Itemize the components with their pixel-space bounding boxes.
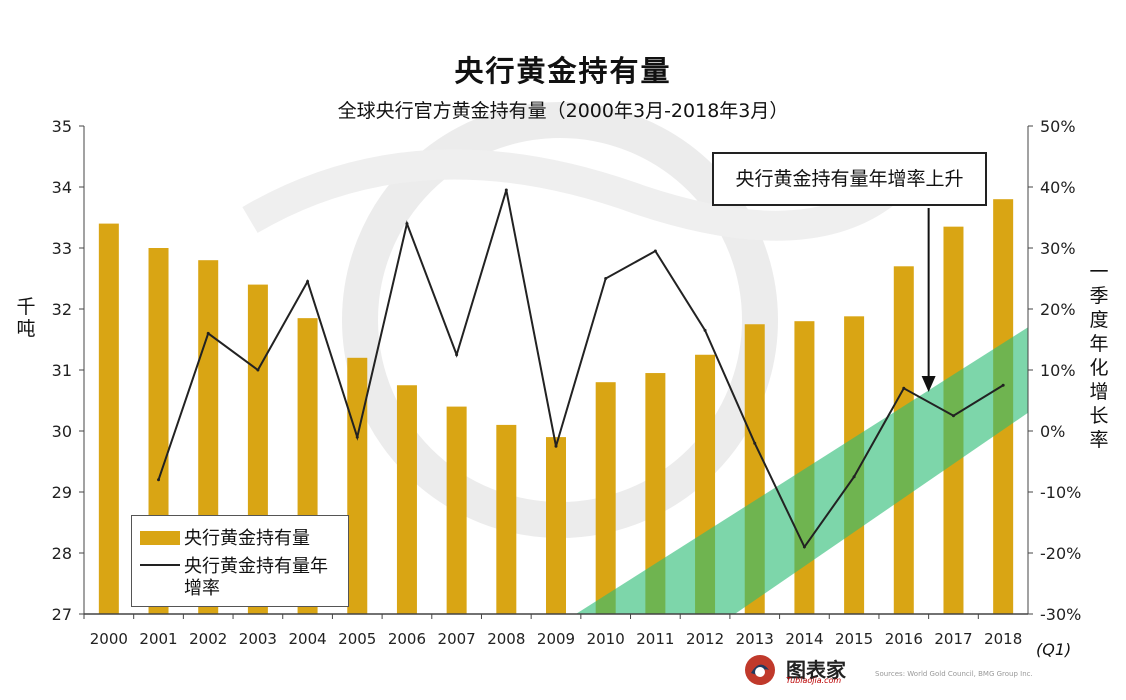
y-tick-label-left: 30 [52, 422, 72, 441]
line-point [902, 386, 906, 390]
bar [645, 373, 666, 614]
x-tick-label: 2008 [487, 630, 525, 648]
line-point [306, 280, 310, 284]
growth-line [157, 189, 1004, 549]
legend-swatch-line [140, 564, 180, 566]
bar [496, 424, 517, 614]
x-tick-label: 2006 [388, 630, 426, 648]
axes: 27 28 29 30 31 32 33 34 35 -30% -20% -10% 0% 10% 20% 30… [52, 117, 1082, 648]
y-tick-label-right: -10% [1040, 483, 1081, 502]
line-point [604, 277, 608, 280]
x-tick-label: 2015 [835, 630, 873, 648]
x-tick-label: 2018 [984, 630, 1022, 648]
y-tick-label-right: 10% [1040, 361, 1076, 380]
line-point [206, 331, 210, 335]
bar [546, 437, 566, 614]
line-point [256, 368, 260, 372]
legend-label-line: 央行黄金持有量年增率 [184, 556, 328, 599]
line-point [703, 328, 707, 332]
x-tick-label: 2007 [438, 630, 476, 648]
line-point [852, 475, 856, 479]
line-point [951, 414, 955, 418]
line-point [1001, 383, 1005, 387]
x-tick-label: 2002 [189, 630, 227, 648]
line-series [157, 188, 1005, 549]
bar [595, 382, 616, 614]
y-tick-label-right: 40% [1040, 178, 1076, 197]
x-axis-suffix: (Q1) [1036, 640, 1072, 659]
line-point [405, 222, 409, 226]
line-point [653, 249, 657, 253]
y-tick-label-left: 31 [52, 361, 72, 380]
y-tick-label-left: 29 [52, 483, 72, 502]
x-tick-label: 2010 [587, 630, 625, 648]
x-tick-label: 2017 [934, 630, 972, 648]
line-point [455, 353, 459, 357]
y-tick-label-left: 32 [52, 300, 72, 319]
bar [446, 406, 467, 614]
x-tick-label: 2000 [90, 630, 128, 648]
brand-name: 图表家 [786, 658, 846, 682]
x-tick-label: 2004 [288, 630, 326, 648]
line-point [753, 441, 757, 445]
line-point [504, 188, 508, 192]
brand-logo-icon [745, 655, 775, 685]
x-tick-label: 2009 [537, 630, 575, 648]
y-tick-label-left: 35 [52, 117, 72, 136]
line-point [355, 435, 359, 439]
x-tick-label: 2014 [785, 630, 823, 648]
x-tick-label: 2016 [885, 630, 923, 648]
line-point [157, 478, 161, 482]
brand-url: Tubiaojia.com [786, 676, 842, 685]
y-axis-label-right: 一季度年化增长率 [1089, 261, 1109, 451]
bar [98, 223, 119, 614]
brand: 图表家 Tubiaojia.com [742, 652, 942, 688]
y-tick-label-left: 34 [52, 178, 72, 197]
line-point [802, 545, 806, 549]
legend-swatch-bars [140, 531, 180, 545]
x-tick-label: 2011 [636, 630, 674, 648]
y-tick-label-right: 50% [1040, 117, 1076, 136]
y-tick-label-right: -30% [1040, 605, 1081, 624]
source-note: Sources: World Gold Council, BMG Group I… [875, 670, 1033, 678]
watermark-swoosh [242, 149, 911, 241]
x-tick-label: 2012 [686, 630, 724, 648]
legend: 央行黄金持有量 央行黄金持有量年增率 [131, 515, 349, 607]
y-tick-label-right: 30% [1040, 239, 1076, 258]
chart-subtitle: 全球央行官方黄金持有量（2000年3月-2018年3月） [337, 100, 789, 122]
line-point [554, 444, 558, 448]
callout-arrow [921, 208, 936, 392]
y-tick-label-left: 28 [52, 544, 72, 563]
y-axis-label-left: 千吨 [16, 296, 36, 340]
trend-band [575, 327, 1028, 614]
y-tick-label-right: 20% [1040, 300, 1076, 319]
y-tick-label-left: 27 [52, 605, 72, 624]
x-tick-label: 2001 [139, 630, 177, 648]
x-tick-label: 2003 [239, 630, 277, 648]
callout-arrow-head [921, 376, 936, 392]
bar [347, 357, 368, 614]
callout-box: 央行黄金持有量年增率上升 [712, 152, 987, 206]
legend-label-bars: 央行黄金持有量 [184, 528, 310, 549]
chart-title: 央行黄金持有量 [454, 54, 672, 88]
y-tick-label-right: -20% [1040, 544, 1081, 563]
y-tick-label-left: 33 [52, 239, 72, 258]
y-tick-label-right: 0% [1040, 422, 1065, 441]
x-tick-label: 2005 [338, 630, 376, 648]
x-tick-label: 2013 [736, 630, 774, 648]
trend-band-shape [575, 327, 1028, 614]
bar [396, 385, 417, 614]
